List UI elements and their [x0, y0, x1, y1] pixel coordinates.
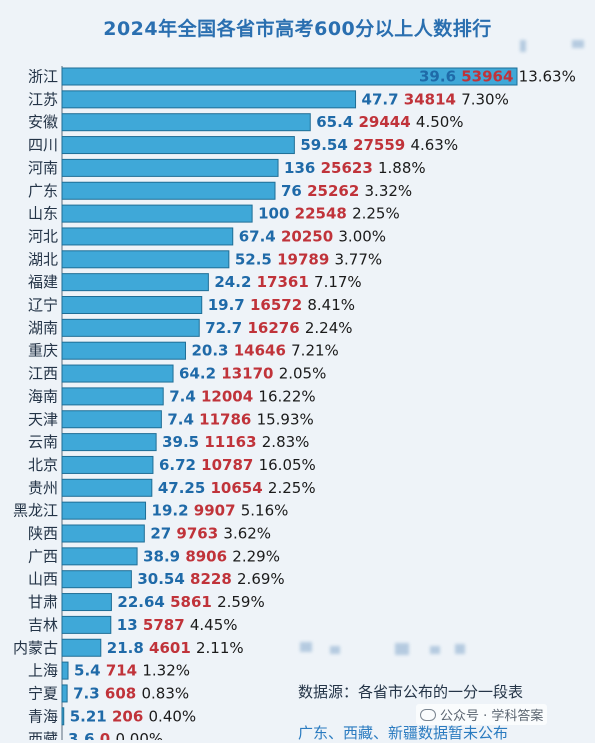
category-label: 海南 [28, 387, 58, 405]
bar-value-label: 24.2 17361 7.17% [214, 273, 361, 291]
bar [61, 158, 279, 177]
bar [61, 707, 65, 726]
bar [61, 273, 209, 292]
bar [61, 547, 138, 566]
category-label: 甘肃 [28, 593, 58, 611]
category-label: 吉林 [28, 616, 58, 634]
category-label: 四川 [28, 136, 58, 154]
bar-value-label: 21.8 4601 2.11% [107, 639, 244, 657]
bar-value-label: 59.54 27559 4.63% [300, 136, 458, 154]
bar-value-label: 100 22548 2.25% [258, 205, 400, 223]
category-label: 河北 [28, 227, 58, 245]
category-label: 西藏 [28, 730, 58, 740]
bar [61, 478, 153, 497]
bar-value-label: 30.54 8228 2.69% [137, 570, 284, 588]
bar [61, 90, 357, 109]
category-label: 浙江 [28, 68, 58, 86]
bar-value-label: 52.5 19789 3.77% [235, 250, 382, 268]
bar-value-label: 136 25623 1.88% [284, 159, 426, 177]
category-label: 重庆 [28, 342, 58, 360]
bar [61, 387, 164, 406]
category-label: 广东 [28, 182, 58, 200]
bar-value-label: 65.4 29444 4.50% [316, 113, 463, 131]
watermark: 公众号 · 学科答案 [416, 704, 548, 725]
bar-value-label: 27 9763 3.62% [150, 525, 271, 543]
chart-title: 2024年全国各省市高考600分以上人数排行 [103, 18, 492, 40]
bar [61, 410, 162, 429]
category-label: 广西 [28, 547, 58, 565]
bar-value-label: 47.25 10654 2.25% [158, 479, 316, 497]
bar-value-label: 39.5 11163 2.83% [162, 433, 309, 451]
missing-data-note: 广东、西藏、新疆数据暂未公布 [298, 724, 509, 742]
category-label: 福建 [28, 273, 58, 291]
bar-value-label: 7.4 11786 15.93% [167, 410, 313, 428]
bar-value-label: 72.7 16276 2.24% [205, 319, 352, 337]
category-label: 上海 [28, 662, 58, 680]
bar-value-label: 38.9 8906 2.29% [143, 547, 280, 565]
category-label: 内蒙古 [13, 639, 58, 657]
bar [61, 433, 157, 452]
category-label: 湖南 [28, 319, 58, 337]
bar [61, 455, 154, 474]
category-label: 云南 [28, 433, 58, 451]
bar-value-label: 22.64 5861 2.59% [117, 593, 264, 611]
bar-value-label: 67.4 20250 3.00% [239, 227, 386, 245]
bar [61, 341, 186, 360]
category-label: 江西 [28, 365, 58, 383]
bar [61, 593, 112, 612]
bar [61, 250, 230, 269]
bar [61, 204, 253, 223]
bar [61, 501, 147, 520]
bar-value-label: 19.2 9907 5.16% [152, 502, 289, 520]
bar-value-label: 20.3 14646 7.21% [191, 342, 338, 360]
data-source-note: 数据源：各省市公布的一分一段表 [298, 683, 524, 701]
bar [61, 136, 295, 155]
category-label: 北京 [28, 456, 58, 474]
bar [61, 570, 132, 589]
bar [61, 318, 200, 337]
category-label: 河南 [28, 159, 58, 177]
bar [61, 181, 276, 200]
bar-value-label: 7.4 12004 16.22% [169, 387, 315, 405]
bar-value-label: 39.6 53964 13.63% [419, 68, 576, 86]
bar [61, 684, 68, 703]
category-label: 山东 [28, 205, 58, 223]
bar-value-label: 76 25262 3.32% [281, 182, 412, 200]
wechat-icon [420, 709, 436, 721]
bar-value-label: 5.4 714 1.32% [74, 662, 190, 680]
category-label: 安徽 [28, 113, 58, 131]
category-label: 山西 [28, 570, 58, 588]
category-label: 贵州 [28, 479, 58, 497]
category-label: 辽宁 [28, 296, 58, 314]
category-label: 湖北 [28, 250, 58, 268]
bar [61, 638, 102, 657]
category-label: 江苏 [28, 90, 58, 108]
category-label: 天津 [28, 410, 58, 428]
bar-value-label: 64.2 13170 2.05% [179, 365, 326, 383]
bar-value-label: 7.3 608 0.83% [73, 684, 189, 702]
category-label: 陕西 [28, 525, 58, 543]
bar [61, 615, 112, 634]
bar [61, 661, 69, 680]
category-label: 黑龙江 [13, 502, 58, 520]
bar-value-label: 6.72 10787 16.05% [159, 456, 316, 474]
bar [61, 296, 203, 314]
bar-value-label: 47.7 34814 7.30% [362, 90, 509, 108]
bar-value-label: 5.21 206 0.40% [70, 707, 196, 725]
bar [61, 524, 145, 543]
bar [61, 67, 518, 86]
bar [61, 113, 311, 132]
category-label: 宁夏 [28, 684, 58, 702]
category-label: 青海 [28, 707, 58, 725]
bar [61, 364, 174, 383]
bar-value-label: 3.6 0 0.00% [68, 730, 163, 740]
bar-value-label: 19.7 16572 8.41% [208, 296, 355, 314]
bar [61, 227, 234, 246]
bar-value-label: 13 5787 4.45% [117, 616, 238, 634]
watermark-text: 公众号 · 学科答案 [440, 709, 544, 724]
